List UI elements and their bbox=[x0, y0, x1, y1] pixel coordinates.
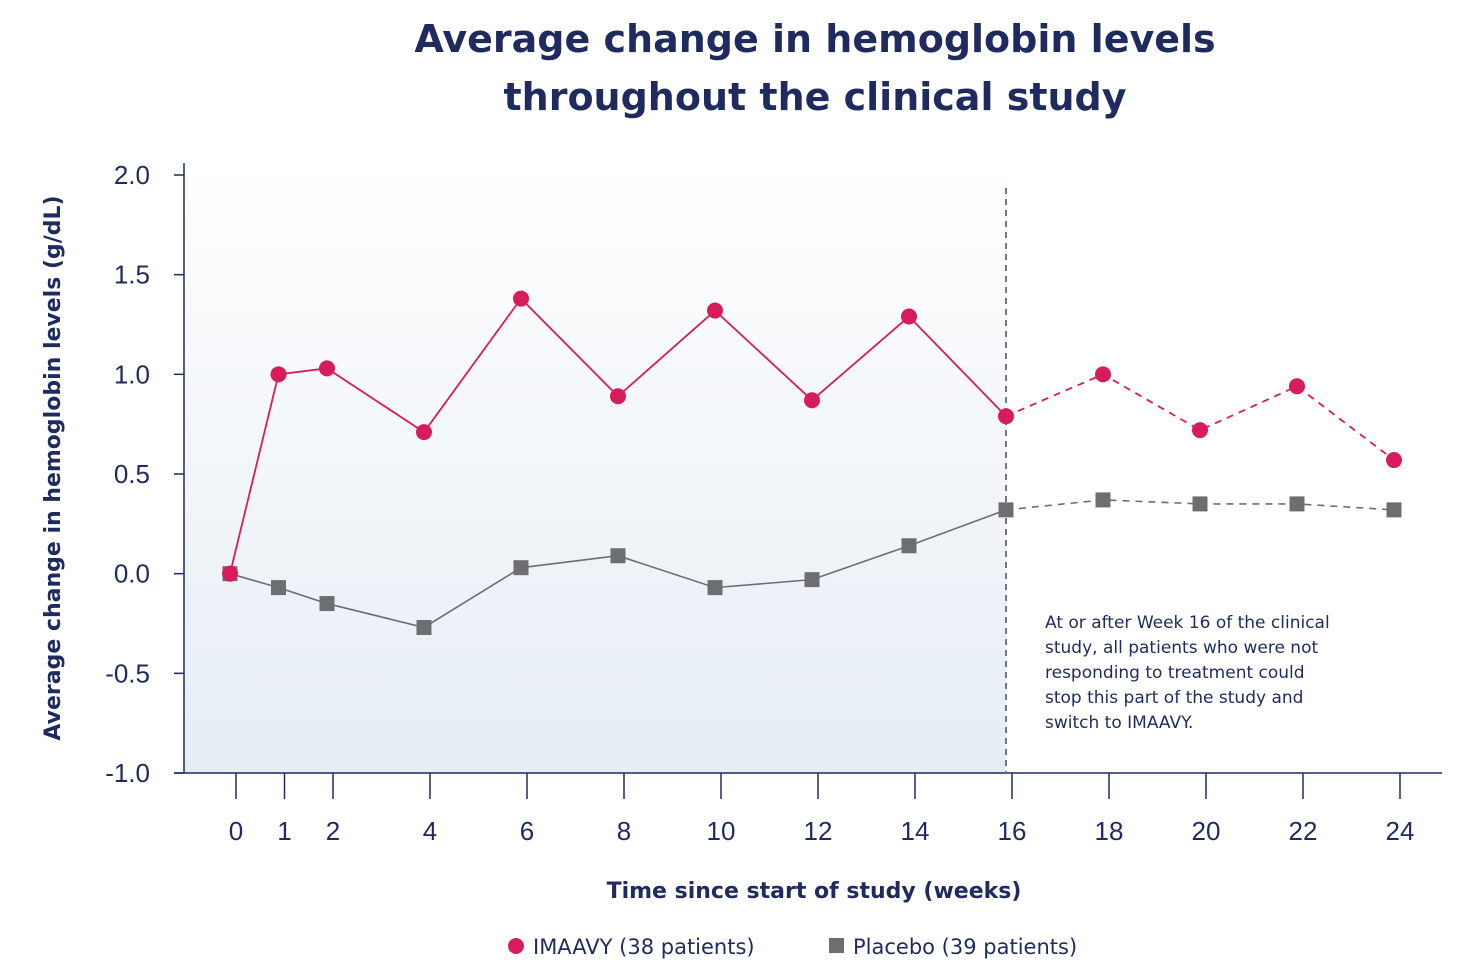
y-tick-label: 0.5 bbox=[114, 459, 150, 489]
x-tick-label: 24 bbox=[1386, 816, 1415, 846]
y-tick-label: 1.5 bbox=[114, 260, 150, 290]
annotation-line-1: At or after Week 16 of the clinical bbox=[1045, 613, 1330, 633]
imaavy-point bbox=[901, 308, 917, 325]
chart-title-line-1: Average change in hemoglobin levels bbox=[414, 17, 1216, 61]
annotation-line-3: responding to treatment could bbox=[1045, 663, 1305, 683]
y-tick-label: -0.5 bbox=[105, 658, 150, 688]
x-tick-label: 1 bbox=[277, 816, 291, 846]
x-tick-label: 6 bbox=[520, 816, 534, 846]
x-tick-label: 18 bbox=[1095, 816, 1124, 846]
x-tick-label: 14 bbox=[901, 816, 930, 846]
imaavy-point bbox=[222, 565, 238, 582]
imaavy-point bbox=[1386, 452, 1402, 469]
shaded-region bbox=[184, 163, 1006, 773]
x-tick-label: 2 bbox=[326, 816, 340, 846]
y-tick-label: 2.0 bbox=[114, 160, 150, 190]
imaavy-point bbox=[1289, 378, 1305, 395]
imaavy-point bbox=[610, 388, 626, 405]
x-tick-label: 22 bbox=[1289, 816, 1318, 846]
x-axis-title: Time since start of study (weeks) bbox=[607, 879, 1022, 904]
placebo-point bbox=[1095, 492, 1111, 508]
chart-title: Average change in hemoglobin levels thro… bbox=[0, 10, 1474, 126]
legend-placebo-label: Placebo (39 patients) bbox=[853, 935, 1077, 959]
placebo-line-dashed bbox=[1005, 499, 1395, 511]
imaavy-point bbox=[998, 408, 1014, 425]
y-tick-label: 1.0 bbox=[114, 359, 150, 389]
placebo-point bbox=[1289, 496, 1305, 512]
y-axis-title: Average change in hemoglobin levels (g/d… bbox=[41, 195, 66, 740]
imaavy-point bbox=[270, 366, 287, 383]
x-tick-label: 10 bbox=[707, 816, 736, 846]
placebo-point bbox=[513, 560, 529, 576]
placebo-point bbox=[271, 580, 286, 596]
legend: IMAAVY (38 patients) Placebo (39 patient… bbox=[508, 935, 1077, 959]
x-tick-label: 12 bbox=[804, 816, 833, 846]
chart-title-line-2: throughout the clinical study bbox=[503, 75, 1127, 119]
imaavy-point bbox=[1192, 422, 1208, 439]
y-tick-label: -1.0 bbox=[105, 758, 150, 788]
x-tick-label: 4 bbox=[423, 816, 437, 846]
placebo-point bbox=[707, 580, 723, 596]
imaavy-line-dashed bbox=[1005, 373, 1395, 461]
x-tick-label: 20 bbox=[1192, 816, 1221, 846]
imaavy-point bbox=[1095, 366, 1111, 383]
placebo-point bbox=[319, 596, 335, 612]
legend-imaavy-label: IMAAVY (38 patients) bbox=[533, 935, 755, 959]
imaavy-point bbox=[707, 302, 723, 319]
imaavy-point bbox=[804, 392, 820, 409]
placebo-point bbox=[610, 548, 626, 564]
x-tick-label: 16 bbox=[998, 816, 1027, 846]
placebo-point bbox=[1192, 496, 1208, 512]
x-tick-label: 8 bbox=[617, 816, 631, 846]
annotation-line-2: study, all patients who were not bbox=[1045, 638, 1318, 658]
y-tick-label: 0.0 bbox=[114, 559, 150, 589]
legend-imaavy-marker bbox=[508, 938, 524, 954]
imaavy-point bbox=[416, 424, 432, 441]
placebo-point bbox=[1386, 502, 1402, 518]
legend-placebo-marker bbox=[829, 938, 844, 953]
x-tick-label: 0 bbox=[229, 816, 243, 846]
placebo-point bbox=[804, 572, 820, 588]
placebo-point bbox=[901, 538, 917, 554]
annotation-line-4: stop this part of the study and bbox=[1045, 688, 1303, 708]
imaavy-line-solid bbox=[229, 297, 1007, 574]
imaavy-point bbox=[513, 290, 529, 307]
annotation-line-5: switch to IMAAVY. bbox=[1045, 713, 1193, 733]
placebo-point bbox=[416, 619, 432, 635]
placebo-line-solid bbox=[229, 509, 1007, 629]
annotation: At or after Week 16 of the clinical stud… bbox=[1045, 613, 1330, 733]
imaavy-point bbox=[319, 360, 335, 377]
placebo-point bbox=[998, 502, 1014, 518]
